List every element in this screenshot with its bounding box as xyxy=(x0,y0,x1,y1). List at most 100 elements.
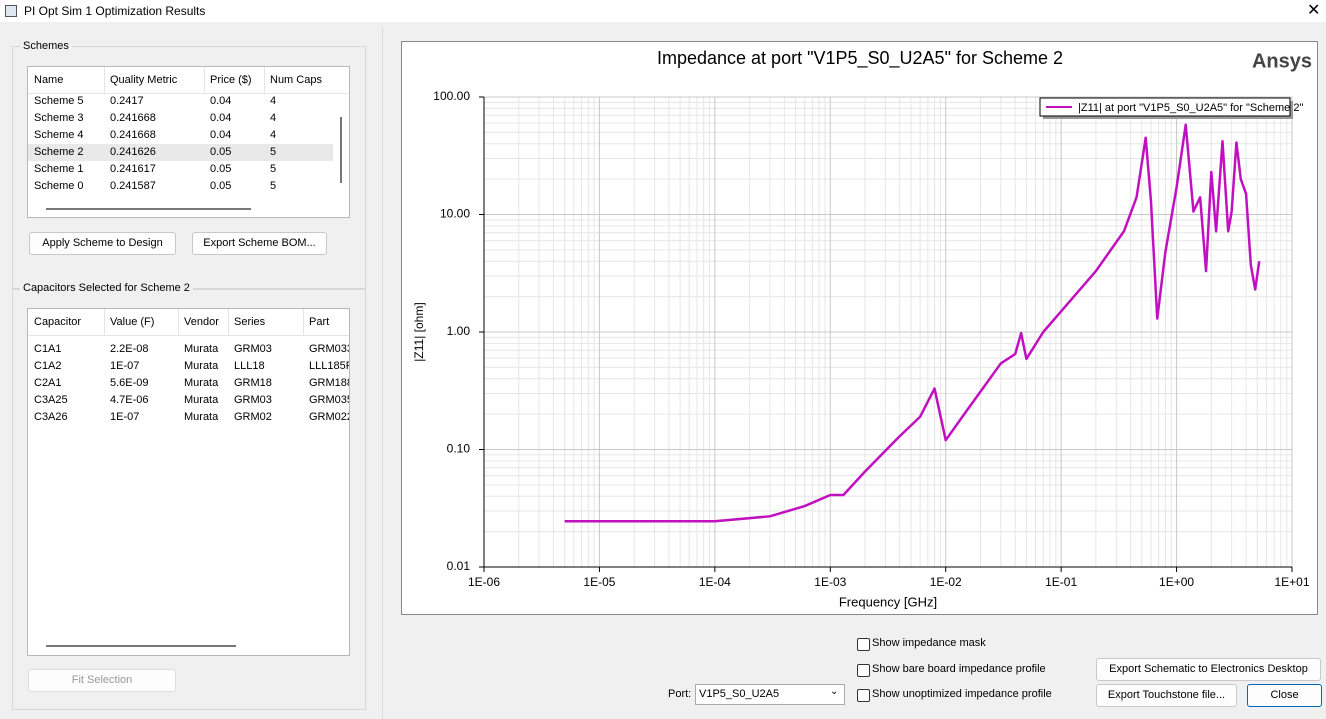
table-cell: 5.6E-09 xyxy=(110,377,149,389)
column-divider xyxy=(104,309,105,335)
table-cell: C3A25 xyxy=(34,394,68,406)
table-cell: Scheme 3 xyxy=(34,112,84,124)
column-header[interactable]: Name xyxy=(34,74,64,86)
chart: Impedance at port "V1P5_S0_U2A5" for Sch… xyxy=(401,41,1318,615)
table-cell: GRM035 xyxy=(309,394,350,406)
x-axis-label: Frequency [GHz] xyxy=(839,594,937,609)
apply-button[interactable]: Apply Scheme to Design xyxy=(29,232,176,255)
column-header[interactable]: Series xyxy=(234,316,266,328)
y-axis-label: |Z11| [ohm] xyxy=(412,302,426,361)
table-row[interactable] xyxy=(28,392,333,409)
column-header[interactable]: Vendor xyxy=(184,316,219,328)
table-cell: GRM022 xyxy=(309,411,350,423)
checkbox[interactable] xyxy=(857,638,870,651)
table-cell: LLL18 xyxy=(234,360,265,372)
table-cell: Scheme 0 xyxy=(34,180,84,192)
table-row[interactable] xyxy=(28,144,333,161)
app-icon xyxy=(5,5,17,17)
export-bom-button[interactable]: Export Scheme BOM... xyxy=(192,232,327,255)
table-cell: 4 xyxy=(270,129,277,141)
column-header[interactable]: Price ($) xyxy=(210,74,252,86)
x-tick-label: 1E-06 xyxy=(468,575,500,589)
port-label: Port: xyxy=(668,688,692,700)
table-cell: 0.241626 xyxy=(110,146,156,158)
line xyxy=(564,123,1261,523)
table-row[interactable] xyxy=(28,341,333,358)
checkbox[interactable] xyxy=(857,689,870,702)
column-divider xyxy=(178,309,179,335)
table-cell: GRM03 xyxy=(234,394,272,406)
table-cell: 0.241668 xyxy=(110,129,156,141)
column-divider xyxy=(264,67,265,93)
axes xyxy=(483,97,1292,568)
table-cell: C1A2 xyxy=(34,360,62,372)
h-scrollbar xyxy=(46,645,236,647)
table-cell: Scheme 5 xyxy=(34,95,84,107)
checkbox[interactable] xyxy=(857,664,870,677)
schemes-table[interactable]: Name Quality Metric Price ($) Num Caps Schem… xyxy=(27,66,350,218)
column-divider xyxy=(228,309,229,335)
table-cell: Scheme 4 xyxy=(34,129,84,141)
table-cell: C1A1 xyxy=(34,343,62,355)
checkbox-label[interactable]: Show bare board impedance profile xyxy=(872,663,1046,675)
h-scrollbar xyxy=(46,208,251,210)
table-cell: 0.04 xyxy=(210,95,232,107)
column-divider xyxy=(204,67,205,93)
table-cell: 5 xyxy=(270,180,277,192)
column-divider xyxy=(104,67,105,93)
header-bg xyxy=(28,309,349,336)
x-tick-label: 1E-04 xyxy=(699,575,731,589)
button[interactable]: Export Touchstone file... xyxy=(1096,684,1237,707)
table-cell: 0.04 xyxy=(210,112,232,124)
button[interactable]: Close xyxy=(1247,684,1322,707)
y-tick-label: 0.10 xyxy=(447,442,471,456)
table-cell: 0.05 xyxy=(210,163,232,175)
table-cell: Scheme 2 xyxy=(34,146,84,158)
table-cell: GRM03 xyxy=(234,343,272,355)
column-header[interactable]: Num Caps xyxy=(270,74,322,86)
table-cell: 0.05 xyxy=(210,146,232,158)
capacitors-table[interactable]: Capacitor Value (F) Vendor Series Part C1A1 2.… xyxy=(27,308,350,656)
column-header[interactable]: Quality Metric xyxy=(110,74,178,86)
table-cell: 1E-07 xyxy=(110,360,140,372)
checkbox-label[interactable]: Show impedance mask xyxy=(872,637,986,649)
button[interactable]: Export Schematic to Electronics Desktop xyxy=(1096,658,1321,681)
column-divider xyxy=(303,309,304,335)
table-cell: 0.241668 xyxy=(110,112,156,124)
y-tick-label: 0.01 xyxy=(447,559,471,573)
y-tick-label: 100.00 xyxy=(433,89,470,103)
table-cell: 1E-07 xyxy=(110,411,140,423)
x-tick-label: 1E-03 xyxy=(814,575,846,589)
table-cell: Scheme 1 xyxy=(34,163,84,175)
legend-label: |Z11| at port "V1P5_S0_U2A5" for "Scheme… xyxy=(1078,102,1303,114)
title-bar: PI Opt Sim 1 Optimization Results ✕ xyxy=(0,0,1326,22)
port-select[interactable] xyxy=(695,684,845,705)
table-cell: 0.05 xyxy=(210,180,232,192)
table-row[interactable] xyxy=(28,375,333,392)
column-header[interactable]: Value (F) xyxy=(110,316,155,328)
table-cell: Murata xyxy=(184,343,219,355)
group-title: Schemes xyxy=(20,40,72,52)
x-tick-label: 1E-02 xyxy=(930,575,962,589)
x-tick-label: 1E-05 xyxy=(583,575,615,589)
checkbox-label[interactable]: Show unoptimized impedance profile xyxy=(872,688,1052,700)
table-cell: Murata xyxy=(184,360,219,372)
table-cell: 2.2E-08 xyxy=(110,343,149,355)
legend-box xyxy=(1039,97,1291,117)
table-cell: 4 xyxy=(270,112,277,124)
table-row[interactable] xyxy=(28,358,333,375)
table-cell: 5 xyxy=(270,146,277,158)
close-window[interactable]: ✕ xyxy=(1307,2,1321,19)
table-cell: Murata xyxy=(184,411,219,423)
table-cell: Murata xyxy=(184,377,219,389)
table-cell: 0.2417 xyxy=(110,95,144,107)
table-cell: GRM033 xyxy=(309,343,350,355)
table-cell: 0.241617 xyxy=(110,163,156,175)
column-header[interactable]: Capacitor xyxy=(34,316,82,328)
table-row[interactable] xyxy=(28,409,333,426)
table-cell: Murata xyxy=(184,394,219,406)
dropdown-arrow: ⌄ xyxy=(830,686,839,697)
column-header[interactable]: Part xyxy=(309,316,330,328)
header-bg xyxy=(28,67,349,94)
